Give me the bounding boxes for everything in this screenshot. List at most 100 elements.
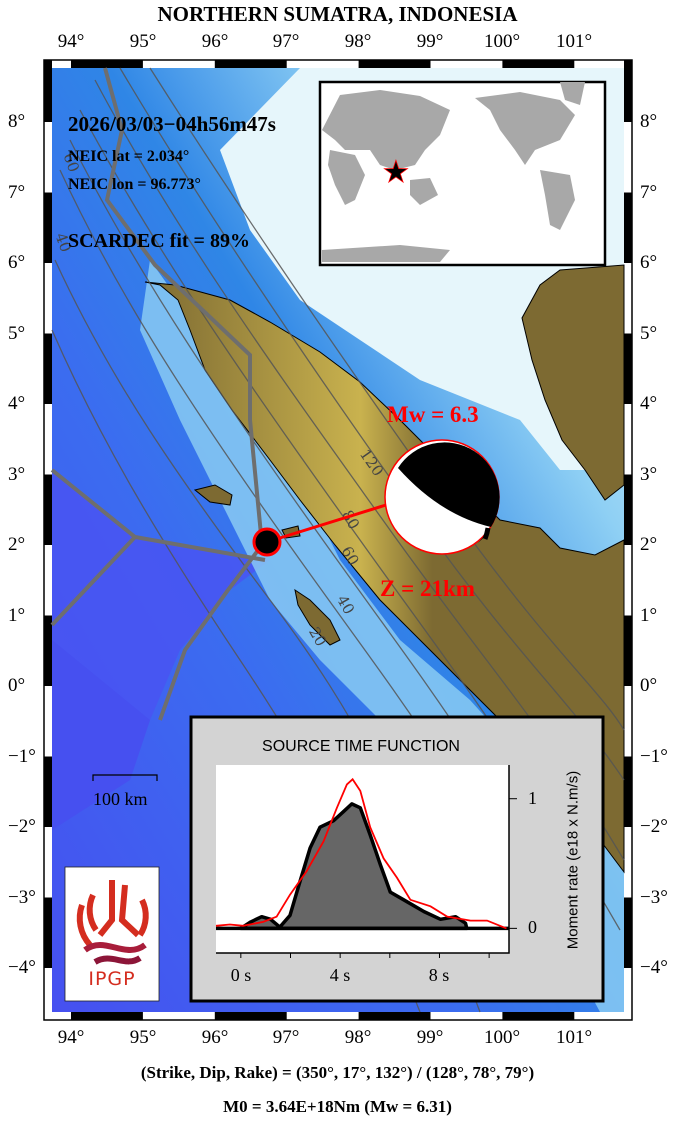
lat-label: 8° xyxy=(640,111,658,132)
lon-label: 99° xyxy=(416,1027,444,1048)
land-malay-peninsula xyxy=(521,264,625,501)
lat-label: 1° xyxy=(8,604,26,626)
y-tick-label: 1 xyxy=(528,788,537,808)
lon-label: 101° xyxy=(555,1027,593,1048)
stf-scardec-series xyxy=(239,802,469,931)
frame-band xyxy=(214,60,287,68)
frame-band xyxy=(358,60,431,68)
neic-lat: NEIC lat = 2.034° xyxy=(68,148,190,165)
neic-lon: NEIC lon = 96.773° xyxy=(68,176,201,193)
frame-band xyxy=(44,60,52,122)
lat-label: 0° xyxy=(640,675,658,696)
lat-label: −3° xyxy=(8,886,36,908)
frame-band xyxy=(44,615,52,686)
x-tick-label: 4 s xyxy=(329,965,351,985)
epicenter-marker xyxy=(252,527,282,557)
contour-label: 40 xyxy=(52,231,75,255)
lon-label: 98° xyxy=(344,31,372,52)
frame-band xyxy=(624,333,632,404)
stf-red-series xyxy=(215,777,507,930)
lon-label: 96° xyxy=(201,1027,229,1048)
lat-label: −4° xyxy=(640,957,668,978)
lat-label: 7° xyxy=(640,181,658,203)
lat-label: 1° xyxy=(640,604,658,626)
lon-label: 100° xyxy=(483,1027,521,1048)
stf-y-axis-label: Moment rate (e18 x N.m/s) xyxy=(564,770,582,950)
lat-label: 5° xyxy=(8,322,26,344)
lat-label: −1° xyxy=(8,745,36,767)
lat-label: 8° xyxy=(8,111,26,132)
lon-label: 94° xyxy=(57,1027,85,1048)
y-tick-label: 0 xyxy=(528,917,537,937)
frame-band xyxy=(44,333,52,404)
frame-band xyxy=(71,60,143,68)
frame-band xyxy=(44,756,52,827)
magnitude-label: Mw = 6.3 xyxy=(387,402,479,427)
lat-label: 4° xyxy=(8,393,26,414)
ipgp-logo-text: IPGP xyxy=(88,968,136,990)
lat-label: 6° xyxy=(640,252,658,273)
scale-bar xyxy=(92,774,158,781)
frame-band xyxy=(624,615,632,686)
map-title: NORTHERN SUMATRA, INDONESIA xyxy=(157,2,518,26)
island-simeulue xyxy=(193,484,233,506)
scale-bar-label: 100 km xyxy=(93,789,148,809)
frame-band xyxy=(44,474,52,545)
lon-label: 98° xyxy=(344,1027,372,1048)
lat-label: 5° xyxy=(640,322,658,344)
ipgp-logo xyxy=(64,866,160,1002)
lat-label: 0° xyxy=(8,675,26,696)
lon-label: 95° xyxy=(129,1027,157,1048)
lon-label: 95° xyxy=(129,31,157,52)
trench-deep xyxy=(52,640,150,1012)
lat-label: −3° xyxy=(640,886,668,908)
lon-label: 97° xyxy=(272,1027,300,1048)
lat-label: 2° xyxy=(8,534,26,555)
lat-label: 3° xyxy=(8,463,26,485)
depth-label: Z = 21km xyxy=(380,576,475,601)
epicenter xyxy=(252,503,387,557)
frame-band xyxy=(502,1012,575,1020)
frame-band xyxy=(44,192,52,263)
lat-label: 6° xyxy=(8,252,26,273)
lon-label: 99° xyxy=(416,31,444,52)
frame-band xyxy=(624,192,632,263)
epicenter-star-icon: ★ xyxy=(383,156,410,189)
plate-boundaries xyxy=(50,67,266,721)
lon-label: 97° xyxy=(272,31,300,52)
frame-band xyxy=(71,1012,143,1020)
lat-label: −2° xyxy=(640,816,668,837)
scardec-fit: SCARDEC fit = 89% xyxy=(68,230,250,252)
lon-label: 94° xyxy=(57,31,85,52)
lat-label: 3° xyxy=(640,463,658,485)
stf-title: SOURCE TIME FUNCTION xyxy=(262,738,460,755)
lon-label: 101° xyxy=(555,31,593,52)
lat-label: −2° xyxy=(8,816,36,837)
frame-band xyxy=(358,1012,431,1020)
x-tick-label: 0 s xyxy=(230,965,252,985)
frame-band xyxy=(624,756,632,827)
contour-label: 60 xyxy=(60,151,83,175)
focal-mechanism-beachball xyxy=(384,439,500,555)
lat-label: −4° xyxy=(8,957,36,978)
x-tick-label: 8 s xyxy=(428,965,450,985)
frame-band xyxy=(502,60,575,68)
frame-band xyxy=(44,897,52,968)
frame-band xyxy=(624,60,632,122)
lat-label: 4° xyxy=(640,393,658,414)
moment-text: M0 = 3.64E+18Nm (Mw = 6.31) xyxy=(223,1097,452,1116)
lon-label: 100° xyxy=(483,31,521,52)
frame-band xyxy=(624,474,632,545)
event-datetime: 2026/03/03−04h56m47s xyxy=(68,112,276,136)
lat-label: −1° xyxy=(640,745,668,767)
inset-world-map: ★ xyxy=(318,80,607,267)
frame-band xyxy=(214,1012,287,1020)
island-nias xyxy=(294,588,341,646)
lon-label: 96° xyxy=(201,31,229,52)
stf-panel xyxy=(189,715,605,1003)
mechanism-text: (Strike, Dip, Rake) = (350°, 17°, 132°) … xyxy=(140,1063,535,1082)
frame-band xyxy=(624,897,632,968)
lat-label: 7° xyxy=(8,181,26,203)
lat-label: 2° xyxy=(640,534,658,555)
